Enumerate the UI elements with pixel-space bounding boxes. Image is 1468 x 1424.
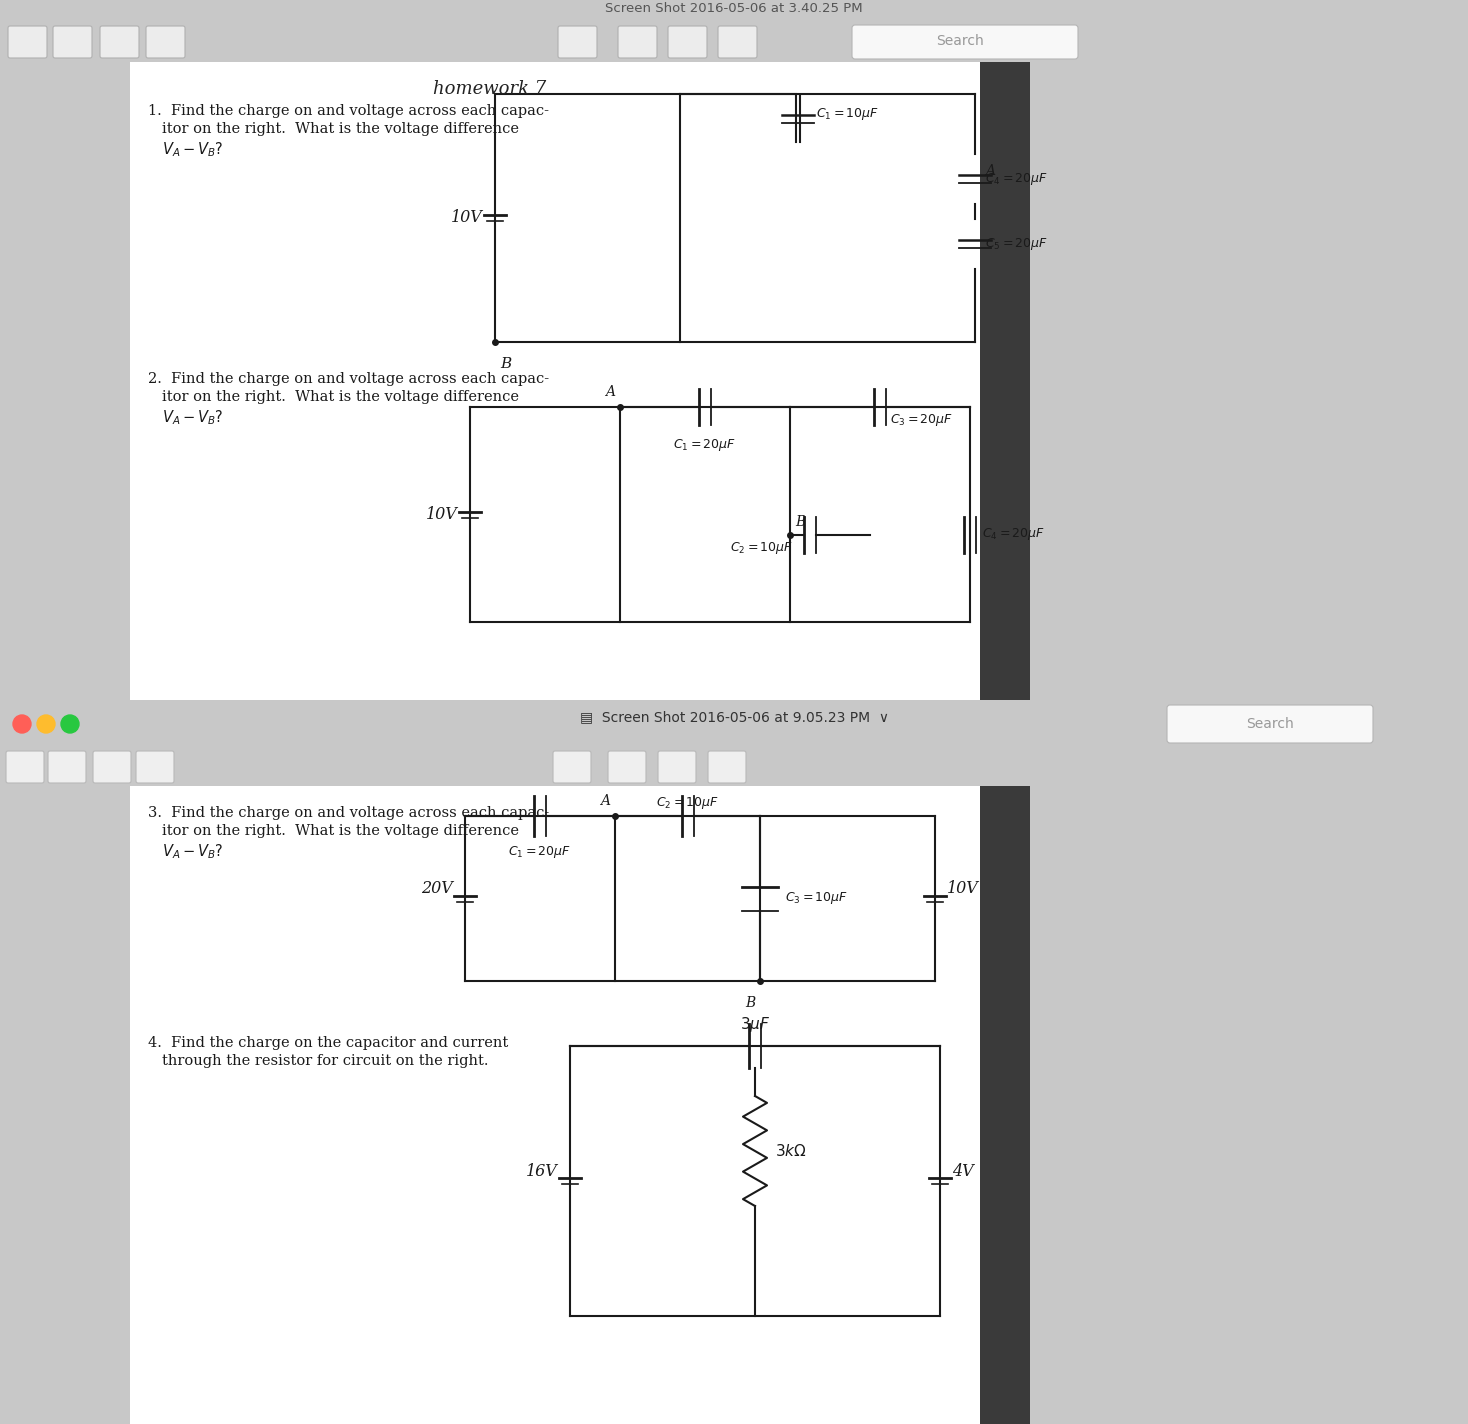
Text: $C_2=10\mu F$: $C_2=10\mu F$ (730, 540, 793, 555)
Text: 4V: 4V (953, 1162, 973, 1179)
FancyBboxPatch shape (7, 26, 47, 58)
Text: 16V: 16V (526, 1162, 558, 1179)
Text: $C_5=20\mu F$: $C_5=20\mu F$ (985, 236, 1048, 252)
FancyBboxPatch shape (48, 750, 87, 783)
Bar (981, 63, 1031, 701)
FancyBboxPatch shape (1167, 705, 1373, 743)
Text: $C_1=20\mu F$: $C_1=20\mu F$ (674, 437, 737, 453)
Text: $C_4=20\mu F$: $C_4=20\mu F$ (985, 171, 1048, 187)
Text: 20V: 20V (421, 880, 454, 897)
Bar (131, 786, 981, 1424)
FancyBboxPatch shape (137, 750, 175, 783)
Text: 4.  Find the charge on the capacitor and current: 4. Find the charge on the capacitor and … (148, 1037, 508, 1049)
FancyBboxPatch shape (618, 26, 658, 58)
Text: 3.  Find the charge on and voltage across each capac-: 3. Find the charge on and voltage across… (148, 806, 549, 820)
Text: itor on the right.  What is the voltage difference: itor on the right. What is the voltage d… (161, 390, 520, 404)
FancyBboxPatch shape (718, 26, 757, 58)
Text: A: A (600, 795, 611, 807)
Circle shape (62, 715, 79, 733)
Text: B: B (501, 357, 511, 372)
Text: Search: Search (937, 34, 984, 48)
Text: Screen Shot 2016-05-06 at 3.40.25 PM: Screen Shot 2016-05-06 at 3.40.25 PM (605, 3, 863, 16)
FancyBboxPatch shape (668, 26, 708, 58)
Text: $V_A - V_B?$: $V_A - V_B?$ (161, 140, 223, 158)
Text: 10V: 10V (947, 880, 979, 897)
Text: B: B (744, 995, 755, 1010)
FancyBboxPatch shape (53, 26, 92, 58)
FancyBboxPatch shape (100, 26, 139, 58)
FancyBboxPatch shape (851, 26, 1078, 58)
Text: $3k\Omega$: $3k\Omega$ (775, 1143, 806, 1159)
FancyBboxPatch shape (558, 26, 597, 58)
Text: 1.  Find the charge on and voltage across each capac-: 1. Find the charge on and voltage across… (148, 104, 549, 118)
Circle shape (13, 715, 31, 733)
FancyBboxPatch shape (658, 750, 696, 783)
FancyBboxPatch shape (708, 750, 746, 783)
Bar (981, 786, 1031, 1424)
Text: $C_1=10\mu F$: $C_1=10\mu F$ (816, 105, 879, 122)
Text: 2.  Find the charge on and voltage across each capac-: 2. Find the charge on and voltage across… (148, 372, 549, 386)
Text: $C_3=20\mu F$: $C_3=20\mu F$ (890, 412, 953, 429)
Text: $3\mu F$: $3\mu F$ (740, 1015, 771, 1034)
Text: $C_1=20\mu F$: $C_1=20\mu F$ (508, 844, 571, 860)
Text: $C_2=10\mu F$: $C_2=10\mu F$ (656, 795, 719, 812)
Text: $C_3=10\mu F$: $C_3=10\mu F$ (785, 890, 849, 907)
Text: $C_4=20\mu F$: $C_4=20\mu F$ (982, 527, 1045, 543)
Text: itor on the right.  What is the voltage difference: itor on the right. What is the voltage d… (161, 824, 520, 837)
Text: 10V: 10V (451, 209, 483, 226)
Text: ▤  Screen Shot 2016-05-06 at 9.05.23 PM  ∨: ▤ Screen Shot 2016-05-06 at 9.05.23 PM ∨ (580, 709, 888, 723)
FancyBboxPatch shape (92, 750, 131, 783)
Text: homework 7: homework 7 (433, 80, 546, 98)
Text: Search: Search (1246, 718, 1293, 731)
Text: A: A (985, 164, 995, 178)
FancyBboxPatch shape (553, 750, 592, 783)
Text: 10V: 10V (426, 506, 458, 523)
Text: $V_A - V_B?$: $V_A - V_B?$ (161, 409, 223, 427)
Text: itor on the right.  What is the voltage difference: itor on the right. What is the voltage d… (161, 122, 520, 137)
FancyBboxPatch shape (145, 26, 185, 58)
Text: through the resistor for circuit on the right.: through the resistor for circuit on the … (161, 1054, 489, 1068)
Text: B: B (796, 515, 806, 530)
Bar (131, 63, 981, 701)
Text: A: A (605, 384, 615, 399)
Circle shape (37, 715, 54, 733)
FancyBboxPatch shape (6, 750, 44, 783)
FancyBboxPatch shape (608, 750, 646, 783)
Text: $V_A - V_B?$: $V_A - V_B?$ (161, 842, 223, 860)
